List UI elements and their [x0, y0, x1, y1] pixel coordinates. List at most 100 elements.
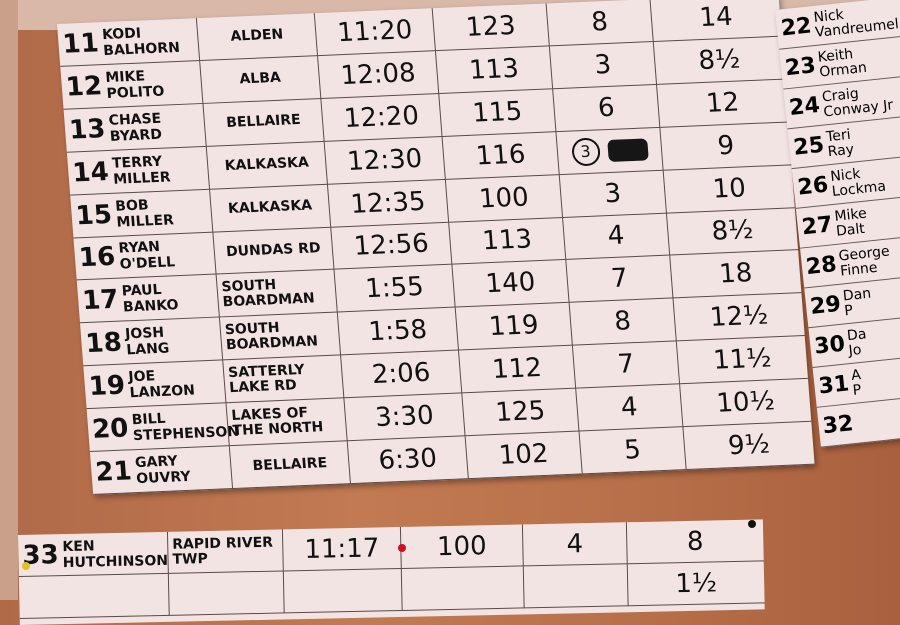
entry-value: 12	[657, 79, 789, 128]
entry-value: 7	[572, 341, 681, 389]
blank-cell	[401, 566, 525, 611]
last-name: O'Dell	[119, 254, 176, 274]
entry-value: 7	[566, 255, 674, 304]
entry-time: 3:30	[344, 393, 466, 442]
entry-person: Bob Miller	[115, 196, 175, 230]
entry-value: 8	[626, 519, 764, 565]
entry-town: Dundas Rd	[213, 227, 335, 275]
entry-time: 12:20	[321, 93, 443, 142]
entry-time: 12:56	[331, 222, 453, 271]
entry-number: 31	[817, 371, 851, 400]
entry-value: 9	[660, 122, 792, 171]
entry-person: Ken Hutchinson	[62, 536, 169, 571]
entry-name: 18 Josh Lang	[80, 317, 224, 367]
last-name: Hutchinson	[62, 552, 169, 571]
entry-value: 140	[452, 260, 570, 308]
entry-person: Da Jo	[846, 326, 868, 359]
last-name: Lang	[125, 340, 170, 359]
entry-value: 125	[462, 388, 580, 437]
entry-name: 16 Ryan O'Dell	[73, 232, 217, 281]
circled-value: 3	[570, 137, 601, 167]
entry-number: 13	[68, 113, 107, 146]
entry-value: 10½	[680, 379, 812, 428]
entry-value: 102	[465, 431, 583, 480]
last-name: Miller	[115, 211, 175, 231]
entry-person: Nick Vandreumel	[813, 2, 900, 40]
last-name: Banko	[122, 297, 180, 316]
entry-value: 12½	[673, 293, 805, 342]
entry-person: Ryan O'Dell	[118, 239, 176, 273]
entry-town: Rapid River Twp	[167, 529, 284, 574]
entry-time: 1:55	[334, 265, 456, 313]
entry-person: Josh Lang	[125, 325, 170, 359]
last-name: Stephenson	[132, 423, 240, 445]
entry-value: 123	[432, 3, 550, 52]
entry-name: 20 Bill Stephenson	[86, 403, 240, 453]
entry-number: 18	[84, 327, 123, 360]
entry-town: Kalkaska	[210, 184, 332, 233]
entry-value: 9½	[683, 421, 815, 471]
blank-cell	[168, 571, 285, 616]
entry-value: 119	[455, 303, 573, 351]
entry-person: Dan P	[842, 285, 873, 319]
pushpin	[398, 544, 406, 552]
entry-name: 11 Kodi Balhorn	[57, 18, 201, 67]
entry-number: 12	[64, 71, 104, 103]
last-name: Ouvry	[135, 468, 192, 488]
entry-time: 12:08	[318, 51, 440, 99]
entry-value: 3	[549, 41, 658, 90]
entry-person: Chase Byard	[108, 111, 163, 145]
entry-number: 29	[808, 291, 843, 320]
entry-number: 28	[804, 252, 838, 281]
entry-time: 11:20	[314, 8, 436, 57]
entry-number: 24	[788, 92, 822, 121]
entry-town: Kalkaska	[206, 141, 328, 190]
entry-value: 100	[445, 174, 564, 223]
entry-number: 32	[821, 411, 855, 440]
last-name: Polito	[106, 83, 165, 102]
last-name: Lanzon	[129, 382, 196, 402]
entry-person: Mike Polito	[105, 67, 165, 102]
entry-value: 4	[522, 522, 628, 567]
entry-value: 10	[663, 164, 795, 214]
last-name: Finne	[839, 259, 879, 280]
entry-town: Satterly Lake Rd	[223, 355, 345, 404]
main-scoreboard: 11 Kodi Balhorn Alden 11:20 123 8 14 12 Mike…	[57, 0, 815, 495]
entry-value: 8½	[653, 36, 785, 85]
entry-value: 113	[449, 217, 567, 266]
entry-time: 6:30	[347, 436, 469, 485]
entry-name: 12 Mike Polito	[60, 60, 204, 110]
entry-number: 21	[94, 456, 133, 488]
entry-person: Gary Ouvry	[134, 453, 191, 487]
entry-name: 33 Ken Hutchinson	[18, 531, 169, 577]
entry-value: 112	[459, 345, 577, 394]
entry-time: 12:30	[324, 136, 446, 185]
entry-number: 14	[71, 156, 110, 189]
entry-value: 3	[559, 170, 667, 218]
entry-number: 27	[800, 212, 834, 241]
entry-number: 23	[783, 53, 817, 82]
entry-number: 20	[91, 413, 130, 445]
entry-town: Alba	[200, 56, 322, 104]
entry-person: Keith Orman	[817, 45, 868, 81]
entry-number: 16	[77, 242, 117, 274]
entry-value: 8	[569, 298, 677, 346]
last-name: Miller	[112, 169, 172, 188]
entry-time: 11:17	[282, 526, 402, 572]
entry-number: 22	[779, 13, 813, 42]
last-name: Byard	[109, 126, 163, 145]
entry-value: 4	[563, 213, 671, 261]
entry-name: 15 Bob Miller	[70, 189, 214, 239]
entry-value: 4	[576, 384, 684, 432]
entry-value: 6	[553, 84, 661, 132]
last-name: Dalt	[835, 220, 866, 240]
entry-value: 11½	[676, 336, 809, 385]
first-name: Josh	[124, 325, 165, 343]
entry-value: 100	[400, 524, 524, 569]
entry-value: 8	[546, 0, 654, 47]
entry-time: 12:35	[327, 179, 450, 228]
entry-person: Joe Lanzon	[128, 367, 196, 402]
entry-value: 116	[442, 131, 560, 180]
entry-person: Craig Conway Jr	[821, 83, 894, 120]
